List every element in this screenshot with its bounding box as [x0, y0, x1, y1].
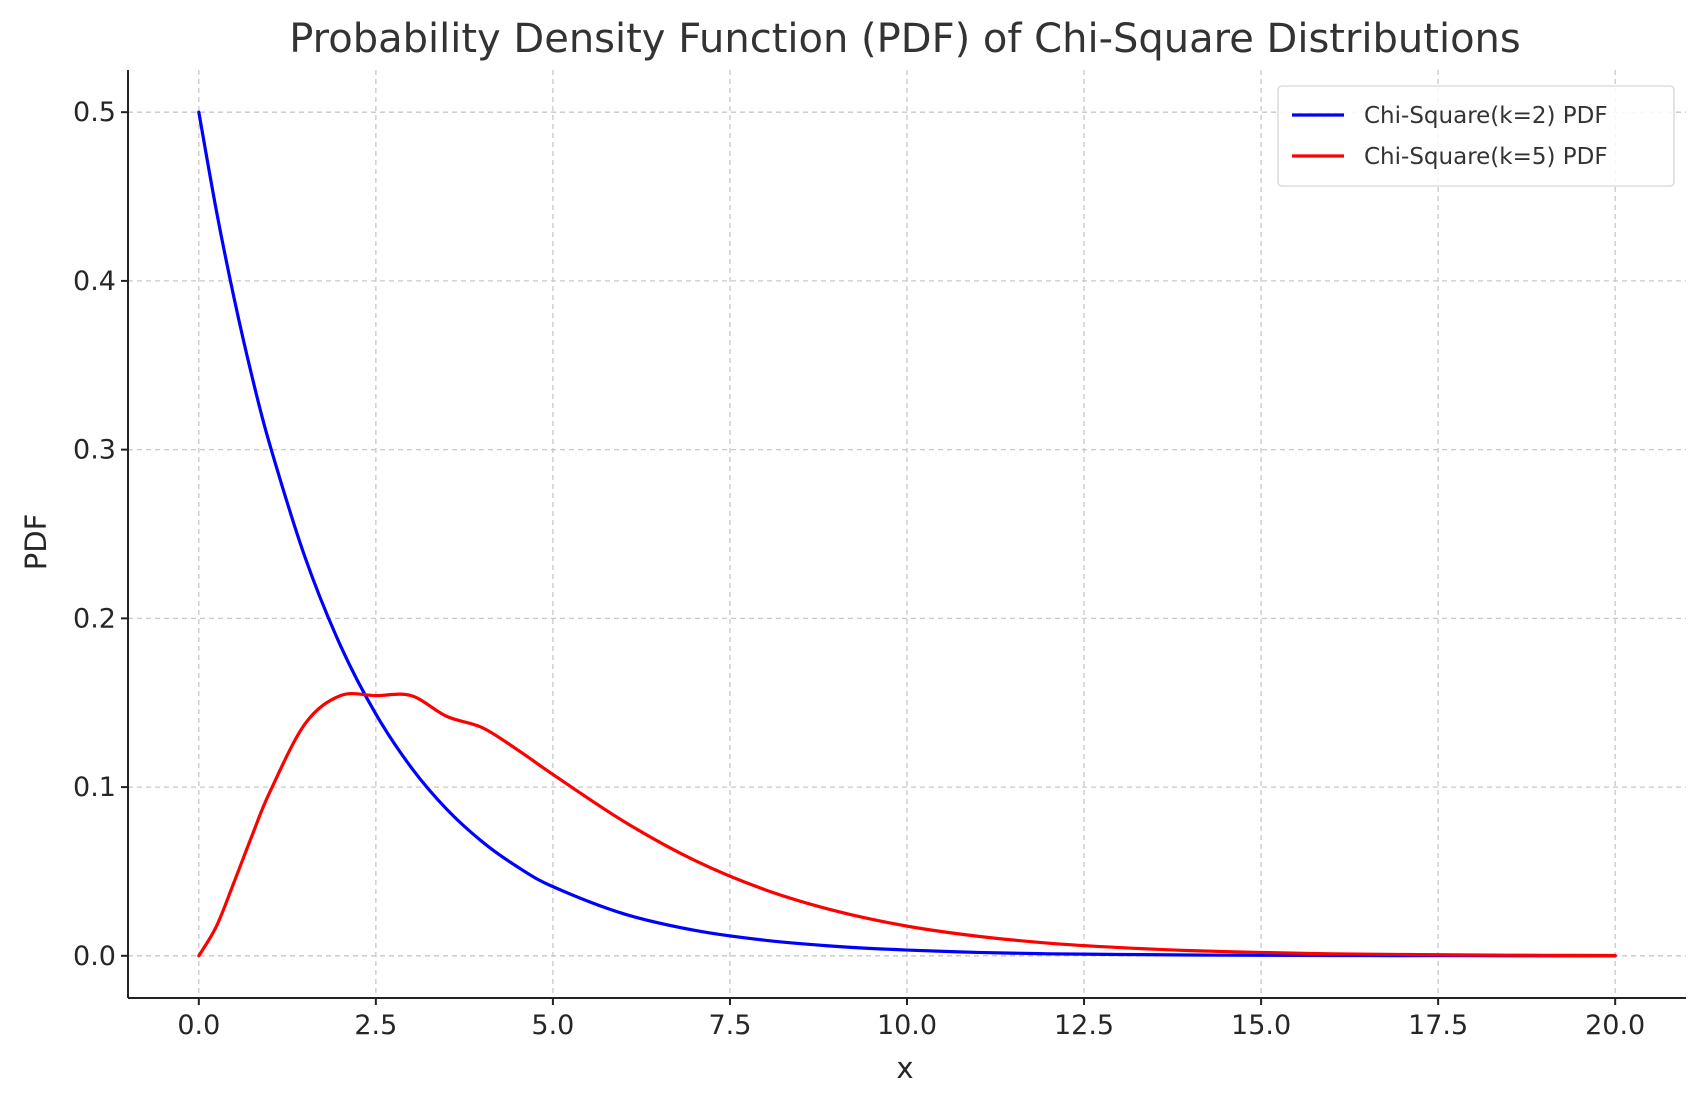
y-tick-label: 0.1 [73, 772, 116, 803]
x-axis-label: x [896, 1051, 913, 1085]
x-tick-label: 20.0 [1585, 1010, 1645, 1041]
ticks: 0.0 2.5 5.0 7.5 10.0 12.5 15.0 17.5 20.0 0.0 0.1 0.… [73, 97, 1645, 1041]
legend-box [1277, 85, 1675, 187]
series-layer [197, 110, 1617, 958]
x-tick-label: 7.5 [708, 1010, 751, 1041]
y-tick-label: 0.0 [73, 941, 116, 972]
series-line-1 [197, 110, 1617, 958]
x-tick-label: 5.0 [531, 1010, 574, 1041]
x-tick-label: 10.0 [877, 1010, 937, 1041]
y-tick-label: 0.2 [73, 603, 116, 634]
x-tick-label: 15.0 [1231, 1010, 1291, 1041]
x-tick-label: 17.5 [1408, 1010, 1468, 1041]
y-tick-label: 0.5 [73, 97, 116, 128]
series-line-2 [197, 691, 1617, 958]
y-tick-label: 0.3 [73, 435, 116, 466]
legend-label-2: Chi-Square(k=5) PDF [1364, 144, 1608, 170]
legend-label-1: Chi-Square(k=2) PDF [1364, 103, 1608, 129]
y-axis-label: PDF [19, 514, 53, 571]
y-tick-label: 0.4 [73, 266, 116, 297]
legend: Chi-Square(k=2) PDF Chi-Square(k=5) PDF [1277, 85, 1675, 187]
x-tick-label: 2.5 [354, 1010, 397, 1041]
x-tick-label: 0.0 [177, 1010, 220, 1041]
chart-title: Probability Density Function (PDF) of Ch… [289, 16, 1520, 62]
x-tick-label: 12.5 [1054, 1010, 1114, 1041]
